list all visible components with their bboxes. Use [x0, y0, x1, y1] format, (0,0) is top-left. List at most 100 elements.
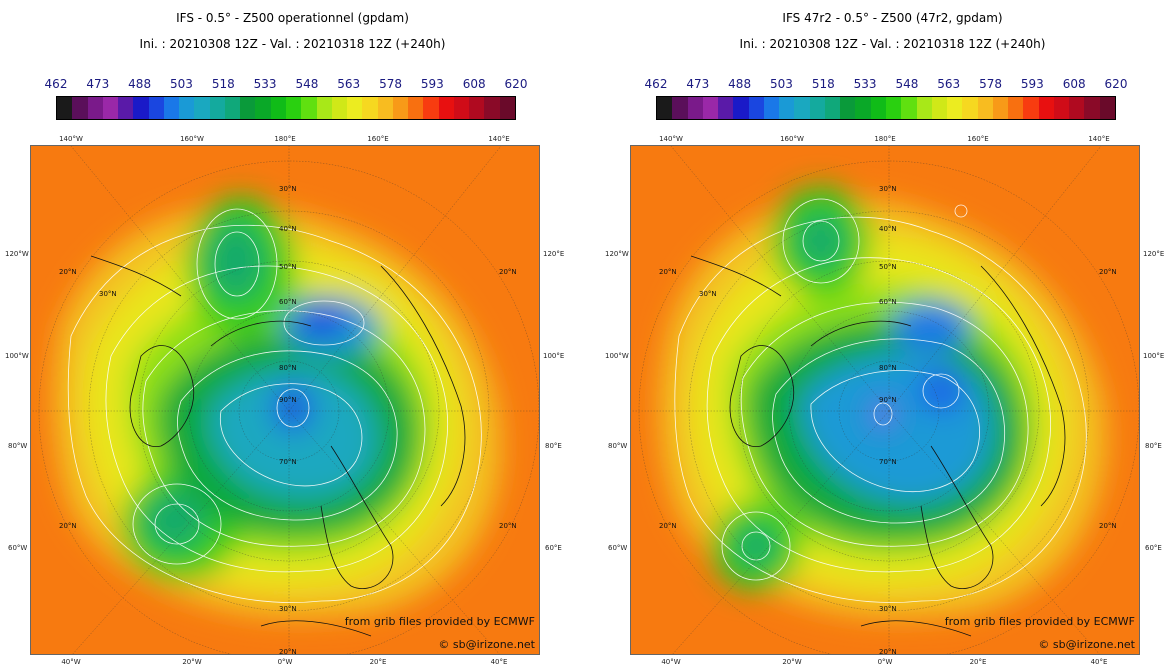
z500-map: 30°N 40°N 50°N 60°N 80°N 90°N 70°N 20°N …	[630, 145, 1140, 655]
colorbar-swatch	[392, 97, 409, 119]
colorbar-swatch	[72, 97, 88, 119]
lat-label: 60°N	[879, 298, 897, 306]
colorbar-swatch	[794, 97, 810, 119]
colorbar-swatch	[657, 97, 673, 119]
lon-label-right: 120°E	[1143, 250, 1165, 258]
colorbar-swatch	[163, 97, 180, 119]
colorbar-tick-label: 578	[979, 77, 1002, 91]
colorbar-tick-label: 548	[295, 77, 319, 91]
colorbar-swatch	[718, 97, 734, 119]
colorbar-tick-label: 608	[1062, 77, 1086, 91]
map-subtitle: Ini. : 20210308 12Z - Val. : 20210318 12…	[739, 37, 1046, 51]
colorbar-tick-label: 518	[211, 77, 235, 91]
lat-label: 30°N	[279, 605, 297, 613]
colorbar-swatch	[484, 97, 500, 119]
lon-label-left: 60°W	[608, 544, 628, 552]
colorbar-swatch	[270, 97, 286, 119]
colorbar-swatch	[102, 97, 119, 119]
colorbar	[56, 96, 516, 120]
lat-label: 20°N	[659, 268, 677, 276]
colorbar-tick-label: 503	[170, 77, 193, 91]
lat-label: 20°N	[499, 522, 517, 530]
lon-label-left: 120°W	[5, 250, 29, 258]
colorbar-swatch	[901, 97, 917, 119]
lon-label-bottom: 20°W	[182, 658, 202, 666]
colorbar-swatch	[916, 97, 932, 119]
colorbar-tick-label: 608	[462, 77, 486, 91]
lon-label-left: 80°W	[608, 442, 628, 450]
colorbar-swatch	[809, 97, 825, 119]
colorbar-tick-label: 620	[1104, 77, 1128, 91]
credit-author: © sb@irizone.net	[1038, 638, 1135, 651]
lon-label-left: 80°W	[8, 442, 28, 450]
colorbar-swatch	[1038, 97, 1054, 119]
colorbar-tick-label: 563	[337, 77, 361, 91]
lon-label-right: 80°E	[545, 442, 562, 450]
lat-label: 20°N	[1099, 268, 1117, 276]
lon-label-bottom: 40°E	[490, 658, 508, 666]
colorbar-swatch	[870, 97, 886, 119]
map-title: IFS - 0.5° - Z500 operationnel (gpdam)	[176, 11, 409, 25]
lat-label: 90°N	[879, 396, 897, 404]
colorbar-swatch	[1008, 97, 1024, 119]
colorbar-tick-label: 578	[379, 77, 402, 91]
map-panel-47r2: IFS 47r2 - 0.5° - Z500 (47r2, gpdam) Ini…	[600, 0, 1170, 668]
lat-label: 40°N	[279, 225, 297, 233]
colorbar-tick-label: 620	[504, 77, 528, 91]
colorbar-swatch	[885, 97, 902, 119]
lon-label-bottom: 20°W	[782, 658, 802, 666]
z500-map: 30°N 40°N 50°N 60°N 80°N 90°N 70°N 20°N …	[30, 145, 540, 655]
lon-label-bottom: 40°W	[661, 658, 681, 666]
lon-label-top: 140°W	[659, 135, 683, 143]
lat-label: 20°N	[279, 648, 297, 655]
colorbar-swatch	[240, 97, 256, 119]
lat-label: 20°N	[1099, 522, 1117, 530]
lat-label: 30°N	[279, 185, 297, 193]
colorbar-swatch	[255, 97, 271, 119]
lon-label-right: 100°E	[1143, 352, 1165, 360]
colorbar-swatch	[1084, 97, 1100, 119]
lon-label-bottom: 20°E	[369, 658, 387, 666]
lon-label-right: 120°E	[543, 250, 565, 258]
colorbar-swatch	[453, 97, 470, 119]
colorbar-swatch	[148, 97, 164, 119]
z500-field: 30°N 40°N 50°N 60°N 80°N 90°N 70°N 20°N …	[31, 146, 539, 655]
colorbar-swatch	[209, 97, 225, 119]
lon-label-left: 60°W	[8, 544, 28, 552]
lat-label: 70°N	[879, 458, 897, 466]
lat-label: 30°N	[699, 290, 717, 298]
map-title: IFS 47r2 - 0.5° - Z500 (47r2, gpdam)	[782, 11, 1003, 25]
colorbar-tick-label: 593	[420, 77, 444, 91]
lat-label: 50°N	[879, 263, 897, 271]
colorbar-tick-label: 533	[853, 77, 877, 91]
colorbar-swatch	[224, 97, 241, 119]
lat-label: 30°N	[99, 290, 117, 298]
colorbar-swatch	[301, 97, 317, 119]
colorbar-labels: 462 473 488 503 518 533 548 563 578 593 608 620	[626, 77, 1146, 93]
colorbar-swatch	[931, 97, 948, 119]
colorbar-swatch	[1053, 97, 1070, 119]
colorbar-swatch	[855, 97, 871, 119]
map-panel-operational: IFS - 0.5° - Z500 operationnel (gpdam) I…	[5, 11, 565, 666]
colorbar-swatch	[1069, 97, 1085, 119]
lat-label: 40°N	[879, 225, 897, 233]
colorbar-swatch	[748, 97, 764, 119]
colorbar-tick-label: 462	[44, 77, 68, 91]
lat-label: 50°N	[279, 263, 297, 271]
lat-label: 60°N	[279, 298, 297, 306]
colorbar-swatch	[316, 97, 332, 119]
lon-label-top: 140°E	[1088, 135, 1110, 143]
lon-label-bottom: 20°E	[969, 658, 987, 666]
lon-label-top: 160°E	[967, 135, 989, 143]
colorbar-tick-label: 473	[686, 77, 710, 91]
lat-label: 80°N	[279, 364, 297, 372]
lon-label-top: 180°E	[874, 135, 896, 143]
lon-label-right: 60°E	[545, 544, 562, 552]
colorbar-swatch	[962, 97, 978, 119]
colorbar-swatch	[977, 97, 993, 119]
lon-label-top: 140°W	[59, 135, 83, 143]
colorbar-swatch	[331, 97, 348, 119]
colorbar-swatch	[824, 97, 841, 119]
lon-label-right: 60°E	[1145, 544, 1162, 552]
colorbar-swatch	[438, 97, 454, 119]
